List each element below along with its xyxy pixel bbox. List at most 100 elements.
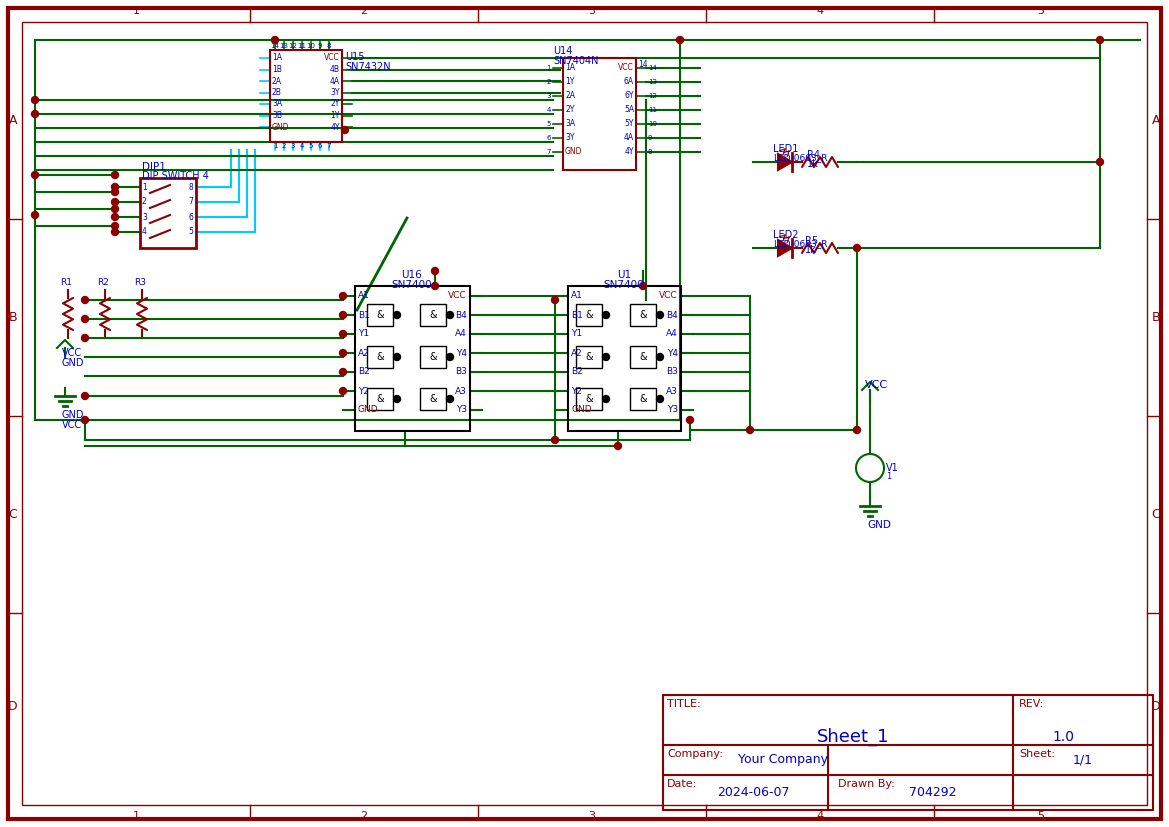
Text: GND: GND	[358, 405, 379, 414]
Text: V1: V1	[886, 463, 899, 473]
Text: B4: B4	[666, 310, 678, 319]
Text: 1k: 1k	[807, 159, 818, 169]
Text: U1: U1	[617, 270, 631, 280]
Text: 11: 11	[297, 43, 306, 49]
Bar	[563, 58, 636, 170]
Text: VCC: VCC	[659, 291, 678, 300]
Text: &: &	[429, 310, 437, 320]
Circle shape	[339, 312, 346, 318]
Text: 1: 1	[886, 472, 891, 481]
Bar	[663, 695, 1153, 810]
Text: 2: 2	[141, 198, 147, 207]
Text: VCC: VCC	[62, 348, 82, 358]
Text: C: C	[1151, 508, 1161, 521]
Text: 1.0: 1.0	[1052, 730, 1074, 744]
Circle shape	[602, 353, 609, 361]
Text: 2B: 2B	[272, 88, 282, 97]
Text: &: &	[376, 394, 383, 404]
Text: 2A: 2A	[565, 92, 575, 101]
Circle shape	[394, 395, 401, 403]
Text: 3: 3	[588, 811, 595, 821]
Text: B2: B2	[570, 367, 583, 376]
Text: 1/1: 1/1	[1073, 753, 1093, 767]
Text: &: &	[376, 352, 383, 362]
Text: 1: 1	[272, 143, 277, 149]
Text: A: A	[8, 114, 18, 127]
Text: Sheet:: Sheet:	[1019, 749, 1054, 759]
Text: 6: 6	[318, 143, 323, 149]
Circle shape	[111, 184, 118, 190]
Text: C: C	[8, 508, 18, 521]
Text: GND: GND	[867, 520, 891, 530]
Text: B: B	[1151, 311, 1161, 324]
Bar	[367, 388, 393, 410]
Bar	[140, 178, 196, 248]
Text: 3A: 3A	[272, 99, 282, 108]
Text: 2Y: 2Y	[331, 99, 340, 108]
Text: 8: 8	[188, 183, 193, 192]
Text: DIP SWITCH 4: DIP SWITCH 4	[141, 171, 209, 181]
Bar	[576, 304, 602, 326]
Text: R5: R5	[805, 236, 818, 246]
Text: 6A: 6A	[624, 78, 634, 87]
Text: &: &	[429, 352, 437, 362]
Text: 1A: 1A	[565, 64, 575, 73]
Circle shape	[431, 267, 438, 275]
Text: A1: A1	[570, 291, 583, 300]
Circle shape	[602, 395, 609, 403]
Text: Y1: Y1	[358, 329, 369, 338]
Bar	[630, 388, 656, 410]
Text: 2: 2	[282, 143, 286, 149]
Text: 5: 5	[1037, 811, 1044, 821]
Text: 2A: 2A	[272, 77, 282, 85]
Bar	[630, 304, 656, 326]
Text: Y3: Y3	[456, 405, 466, 414]
Text: B3: B3	[666, 367, 678, 376]
Circle shape	[339, 388, 346, 394]
Text: Y3: Y3	[666, 405, 678, 414]
Text: 1: 1	[132, 811, 139, 821]
Text: A4: A4	[455, 329, 466, 338]
Text: 1B: 1B	[272, 65, 282, 74]
Text: 2: 2	[360, 6, 367, 16]
Text: U14: U14	[553, 46, 573, 56]
Text: R3: R3	[134, 278, 146, 287]
Text: GND: GND	[272, 122, 290, 131]
Circle shape	[853, 245, 860, 251]
Text: 4: 4	[141, 227, 147, 237]
Text: 5Y: 5Y	[624, 119, 634, 128]
Circle shape	[82, 417, 89, 423]
Bar	[420, 304, 447, 326]
Text: TITLE:: TITLE:	[667, 699, 700, 709]
Text: 4: 4	[547, 107, 551, 113]
Text: 4: 4	[816, 811, 824, 821]
Circle shape	[552, 437, 559, 443]
Text: 13: 13	[648, 79, 657, 85]
Text: A1: A1	[358, 291, 369, 300]
Circle shape	[82, 297, 89, 304]
Text: 1Y: 1Y	[331, 111, 340, 120]
Text: 7: 7	[327, 143, 331, 149]
Circle shape	[447, 353, 454, 361]
Text: 704292: 704292	[909, 786, 956, 799]
Circle shape	[552, 297, 559, 304]
Text: A2: A2	[570, 348, 583, 357]
Circle shape	[82, 315, 89, 323]
Text: 12: 12	[648, 93, 657, 99]
Circle shape	[431, 283, 438, 289]
Bar	[420, 388, 447, 410]
Text: Y1: Y1	[570, 329, 582, 338]
Circle shape	[394, 312, 401, 318]
Text: VCC: VCC	[62, 420, 82, 430]
Circle shape	[447, 312, 454, 318]
Text: Sheet_1: Sheet_1	[817, 728, 890, 746]
Text: R4: R4	[807, 150, 819, 160]
Circle shape	[657, 312, 664, 318]
Text: A3: A3	[666, 386, 678, 395]
Text: SN7400: SN7400	[392, 280, 433, 290]
Text: 3: 3	[546, 93, 551, 99]
Text: 5A: 5A	[624, 106, 634, 114]
Circle shape	[339, 331, 346, 337]
Polygon shape	[779, 154, 793, 170]
Circle shape	[111, 198, 118, 205]
